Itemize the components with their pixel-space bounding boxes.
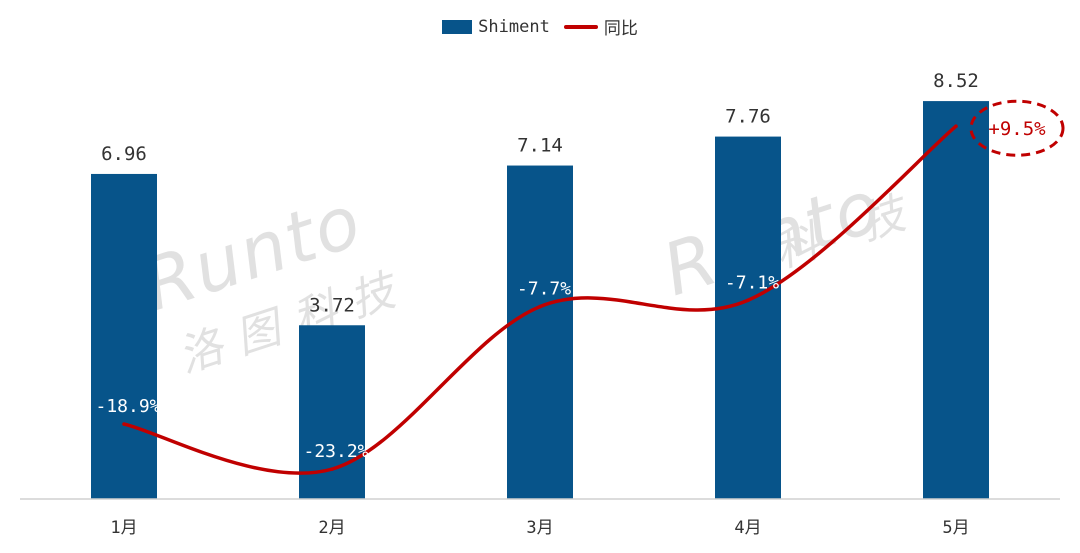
yoy-point [746, 298, 750, 303]
yoy-point [330, 467, 334, 471]
bar-value-label: 7.14 [517, 135, 563, 157]
x-tick-label: 2月 [318, 518, 345, 538]
yoy-point [954, 124, 958, 129]
legend-swatch-line [563, 24, 598, 29]
yoy-value-label: -7.1% [725, 272, 779, 293]
x-tick-label: 1月 [110, 518, 137, 538]
bar-value-label: 3.72 [309, 294, 355, 316]
yoy-value-label: -7.7% [517, 279, 571, 300]
bar [91, 173, 157, 499]
yoy-value-label: -18.9% [95, 396, 160, 417]
legend-item-shipment: Shiment [442, 17, 550, 37]
yoy-point [122, 422, 126, 426]
legend-label-yoy: 同比 [603, 19, 638, 39]
bar-value-label: 8.52 [933, 70, 979, 92]
x-tick-label: 5月 [942, 518, 969, 538]
bar [507, 165, 573, 500]
legend-label-shipment: Shiment [478, 16, 550, 37]
bar-value-label: 7.76 [725, 106, 771, 128]
data-labels: 6.96 1月 3.72 2月 7.14 3月 7.76 4月 8.52 5月 -18.9% -23.… [95, 70, 1065, 538]
bar [715, 136, 781, 500]
highlight-ellipse [969, 99, 1065, 157]
legend-item-yoy: 同比 [563, 14, 638, 39]
yoy-value-label-highlight: +9.5% [988, 118, 1046, 140]
chart-legend: Shiment 同比 [0, 14, 1080, 39]
x-tick-label: 3月 [526, 518, 553, 538]
legend-swatch-bar [442, 19, 473, 34]
yoy-value-label: -23.2% [303, 441, 368, 462]
yoy-point [538, 304, 542, 309]
x-tick-label: 4月 [734, 518, 761, 538]
bar [923, 101, 989, 499]
bar-value-label: 6.96 [101, 143, 147, 165]
bar-series [91, 101, 989, 500]
